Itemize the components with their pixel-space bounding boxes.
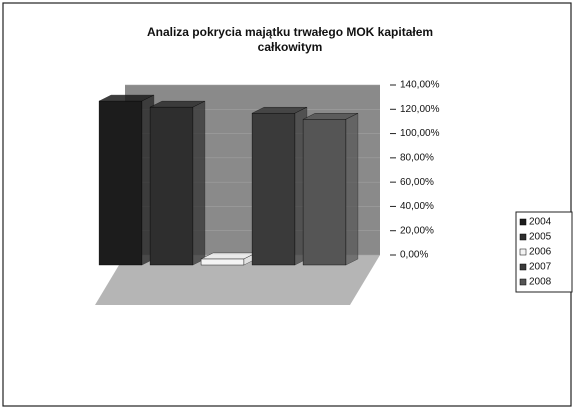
y-tick-label: 40,00% xyxy=(400,201,434,212)
y-tick-label: 20,00% xyxy=(400,225,434,236)
legend-label: 2007 xyxy=(529,262,552,273)
bar xyxy=(98,100,143,266)
y-tick-label: 60,00% xyxy=(400,177,434,188)
bar xyxy=(251,113,296,266)
y-tick-label: 120,00% xyxy=(400,104,440,115)
bar-side xyxy=(192,100,206,266)
legend-swatch xyxy=(519,218,527,226)
legend-swatch xyxy=(519,233,527,241)
bar-side xyxy=(345,112,359,266)
legend-label: 2008 xyxy=(529,277,552,288)
bar xyxy=(149,106,194,266)
bar xyxy=(302,119,347,266)
y-tick-label: 0,00% xyxy=(400,250,428,261)
chart-title: Analiza pokrycia majątku trwałego MOK ka… xyxy=(147,25,433,39)
legend-swatch xyxy=(519,278,527,286)
legend-label: 2004 xyxy=(529,217,552,228)
legend-swatch xyxy=(519,263,527,271)
chart-title: całkowitym xyxy=(258,40,323,54)
bar xyxy=(200,258,245,266)
legend-label: 2006 xyxy=(529,247,552,258)
legend-swatch xyxy=(519,248,527,256)
legend-label: 2005 xyxy=(529,232,552,243)
y-tick-label: 140,00% xyxy=(400,80,440,91)
floor xyxy=(95,255,380,305)
y-tick-label: 80,00% xyxy=(400,152,434,163)
y-tick-label: 100,00% xyxy=(400,128,440,139)
